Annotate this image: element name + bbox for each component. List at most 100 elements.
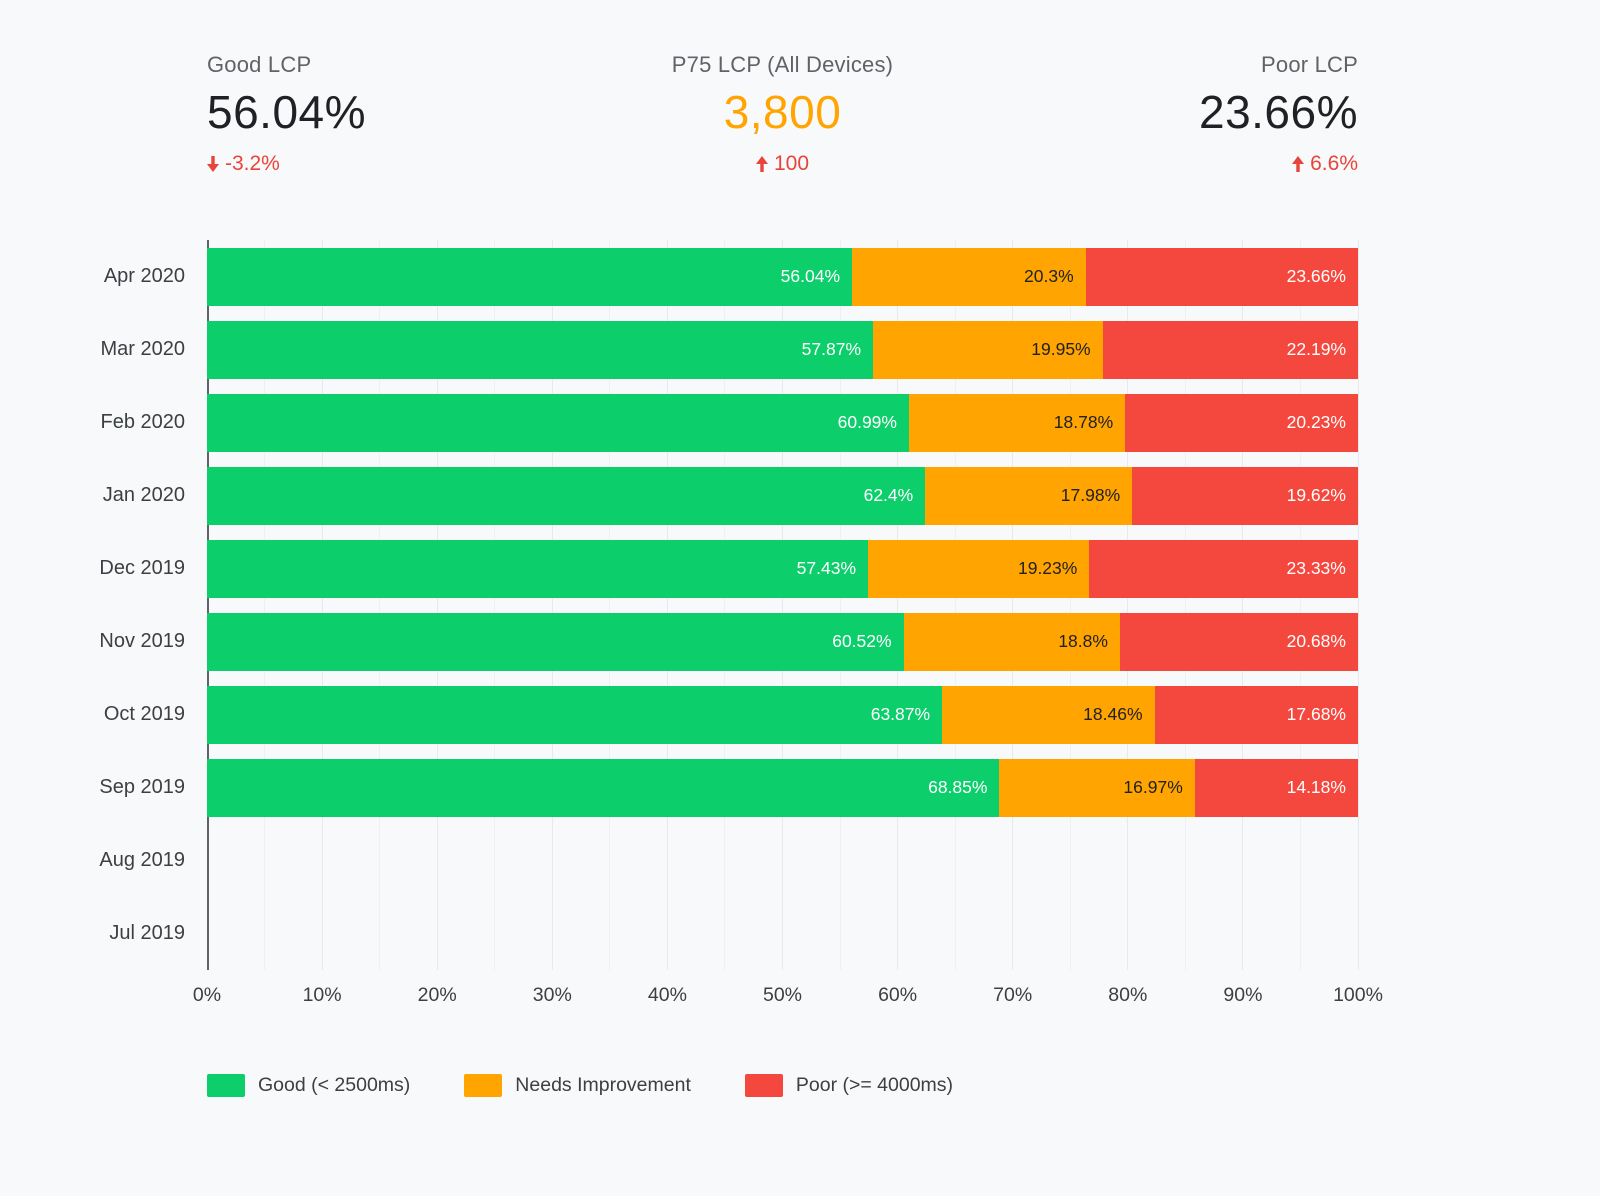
bar-segment[interactable]: 23.33% [1089, 539, 1358, 598]
legend-label: Good (< 2500ms) [258, 1074, 411, 1096]
stacked-bar: 68.85% 16.97% 14.18% [207, 758, 1358, 817]
gridline [1357, 240, 1359, 970]
plot-area: 56.04% 20.3% 23.66% 57.87% 19.95% 22.19% 60.99… [207, 240, 1359, 970]
bar-segment[interactable]: 20.68% [1119, 612, 1358, 671]
bar-row: 62.4% 17.98% 19.62% [207, 459, 1358, 532]
stacked-bar: 60.52% 18.8% 20.68% [207, 612, 1358, 671]
bar-segment[interactable]: 20.3% [852, 247, 1086, 306]
kpi-card: P75 LCP (All Devices) 3,800 100 [672, 52, 893, 176]
bar-segment[interactable]: 18.46% [942, 685, 1155, 744]
bar-segment[interactable]: 18.8% [903, 612, 1120, 671]
x-axis-tick-label: 40% [647, 984, 687, 1006]
bar-value-label: 19.95% [1031, 339, 1091, 359]
y-axis-label: Mar 2020 [100, 338, 186, 360]
x-axis-tick-label: 10% [302, 984, 342, 1006]
gridline [839, 240, 841, 970]
y-axis-label: Feb 2020 [100, 411, 185, 433]
bar-segment[interactable]: 17.68% [1154, 685, 1358, 744]
legend-item[interactable]: Needs Improvement [464, 1074, 691, 1097]
legend: Good (< 2500ms) Needs Improvement Poor (>=… [207, 1074, 1600, 1097]
bar-segment[interactable]: 18.78% [908, 393, 1126, 452]
gridline [1242, 240, 1244, 970]
bar-segment[interactable]: 19.23% [868, 539, 1090, 598]
bar-value-label: 22.19% [1286, 339, 1347, 359]
bar-segment[interactable]: 23.66% [1085, 247, 1358, 306]
gridline [1069, 240, 1071, 970]
bar-value-label: 62.4% [863, 485, 914, 505]
gridline [1299, 240, 1301, 970]
bar-row [207, 897, 1358, 970]
x-axis-tick-label: 0% [192, 984, 222, 1006]
y-axis-label: Nov 2019 [99, 630, 185, 652]
x-axis-tick-label: 30% [532, 984, 572, 1006]
bar-value-label: 18.78% [1053, 412, 1114, 432]
kpi-value: 3,800 [723, 86, 842, 138]
x-axis-tick-label: 90% [1223, 984, 1263, 1006]
bar-segment[interactable]: 22.19% [1102, 320, 1359, 379]
grid-layer [207, 240, 1359, 970]
bar-segment[interactable]: 68.85% [207, 758, 1000, 817]
gridline [782, 240, 783, 970]
stacked-bar: 57.43% 19.23% 23.33% [207, 539, 1358, 598]
x-axis-tick-label: 50% [762, 984, 803, 1006]
gridline [494, 240, 496, 970]
y-axis-label: Aug 2019 [99, 849, 185, 871]
bar-value-label: 23.66% [1286, 266, 1346, 286]
bar-segment[interactable]: 19.95% [873, 320, 1103, 379]
bar-segment[interactable]: 19.62% [1132, 466, 1358, 525]
gridline [897, 240, 899, 970]
legend-item[interactable]: Poor (>= 4000ms) [744, 1074, 953, 1097]
gridline [724, 240, 726, 970]
x-axis-tick-label: 60% [878, 984, 918, 1006]
legend-swatch-icon [207, 1074, 245, 1097]
kpi-card: Good LCP 56.04% -3.2% [207, 52, 366, 176]
bar-value-label: 19.23% [1017, 558, 1078, 578]
bar-row [207, 824, 1358, 897]
kpi-card: Poor LCP 23.66% 6.6% [1199, 52, 1358, 176]
bar-segment[interactable]: 60.52% [207, 612, 904, 671]
bar-value-label: 18.8% [1058, 631, 1108, 651]
bar-value-label: 60.99% [837, 412, 897, 432]
bar-value-label: 68.85% [928, 777, 988, 797]
bar-row: 57.43% 19.23% 23.33% [207, 532, 1358, 605]
kpi-value: 56.04% [207, 86, 367, 138]
bar-value-label: 63.87% [870, 704, 931, 724]
kpi-delta: 6.6% [1292, 152, 1358, 176]
bar-segment[interactable]: 57.87% [207, 320, 874, 379]
bar-value-label: 20.3% [1024, 266, 1074, 286]
stacked-bar: 63.87% 18.46% 17.68% [207, 685, 1358, 744]
bar-row: 68.85% 16.97% 14.18% [207, 751, 1358, 824]
gridline [264, 240, 266, 970]
bar-value-label: 57.43% [796, 558, 857, 578]
bar-value-label: 18.46% [1083, 704, 1143, 724]
bar-row: 57.87% 19.95% 22.19% [207, 313, 1359, 386]
gridline [321, 240, 323, 970]
bar-segment[interactable]: 56.04% [207, 247, 853, 306]
stacked-bar: 60.99% 18.78% 20.23% [207, 393, 1358, 452]
bar-segment[interactable]: 60.99% [207, 393, 909, 452]
legend-label: Needs Improvement [515, 1074, 691, 1096]
lcp-stacked-bar-chart: Apr 2020 Mar 2020 Feb 2020 Jan 2020 Dec 2019… [0, 240, 1600, 1097]
bar-segment[interactable]: 63.87% [207, 685, 943, 744]
bar-segment[interactable]: 57.43% [207, 539, 869, 598]
gridline [1012, 240, 1014, 970]
x-axis-tick-label: 80% [1108, 984, 1148, 1006]
kpi-delta: 100 [755, 152, 809, 176]
legend-item[interactable]: Good (< 2500ms) [207, 1074, 410, 1097]
gridline [379, 240, 381, 970]
x-axis: 0% 10% 20% 30% 40% 50% 60% 70% 80% 90% 100% [193, 970, 1383, 1016]
bar-segment[interactable]: 14.18% [1194, 758, 1358, 817]
bar-value-label: 17.68% [1286, 704, 1346, 724]
kpi-label: P75 LCP (All Devices) [671, 52, 894, 77]
y-axis-label: Sep 2019 [99, 776, 185, 798]
arrow-up-icon [1292, 156, 1305, 172]
bar-segment[interactable]: 16.97% [999, 758, 1195, 817]
bar-segment[interactable]: 20.23% [1125, 393, 1358, 452]
bar-value-label: 23.33% [1286, 558, 1346, 578]
legend-swatch-icon [464, 1074, 503, 1097]
y-axis-label: Oct 2019 [103, 703, 185, 725]
kpi-delta: -3.2% [207, 152, 280, 176]
kpi-delta-value: -3.2% [225, 152, 280, 175]
bar-segment[interactable]: 62.4% [207, 466, 926, 525]
bar-segment[interactable]: 17.98% [925, 466, 1133, 525]
